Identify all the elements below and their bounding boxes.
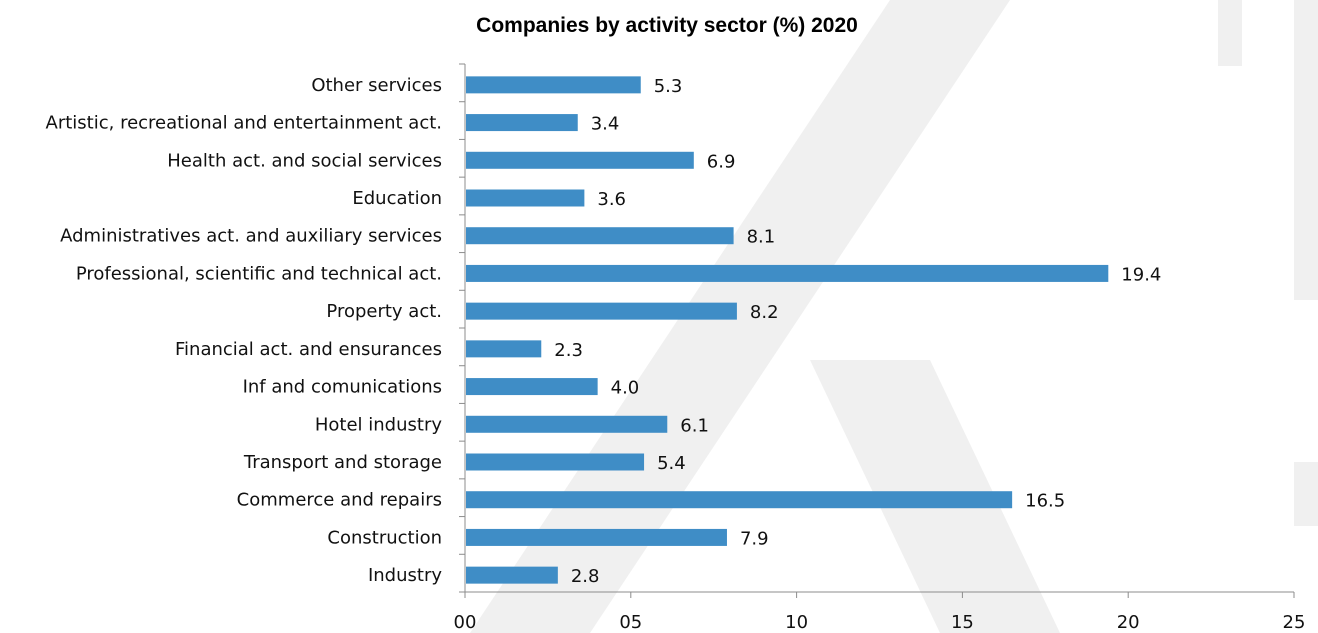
value-label: 2.8 [571, 566, 600, 587]
value-label: 16.5 [1025, 491, 1065, 512]
bar [466, 340, 542, 358]
category-label: Transport and storage [243, 452, 442, 473]
bar [466, 114, 578, 132]
watermark-block [1218, 0, 1242, 66]
value-label: 2.3 [554, 340, 583, 361]
bar [466, 566, 558, 584]
bars [466, 76, 1109, 584]
x-tick-label: 15 [951, 612, 974, 633]
bar [466, 302, 737, 320]
axes [459, 63, 1295, 598]
value-label: 3.6 [597, 189, 626, 210]
category-label: Professional, scientific and technical a… [76, 263, 442, 284]
value-label: 4.0 [611, 378, 640, 399]
x-tick-label: 10 [785, 612, 808, 633]
category-label: Financial act. and ensurances [175, 339, 442, 360]
value-label: 8.1 [747, 227, 776, 248]
chart-title: Companies by activity sector (%) 2020 [476, 14, 858, 37]
category-label: Property act. [326, 301, 442, 322]
bar [466, 189, 585, 207]
x-tick-label: 25 [1283, 612, 1306, 633]
bar [466, 528, 727, 546]
category-label: Artistic, recreational and entertainment… [46, 113, 442, 134]
x-tick-labels: 00 05 10 15 20 25 [454, 612, 1306, 633]
bar [466, 76, 641, 94]
watermark-stripe [470, 0, 1010, 633]
value-labels: 5.3 3.4 6.9 3.6 8.1 19.4 8.2 2.3 4.0 6.1 5.4 16.5 7.… [554, 76, 1161, 587]
category-label: Commerce and repairs [237, 490, 442, 511]
x-tick-label: 00 [454, 612, 477, 633]
watermark-block [1294, 0, 1318, 300]
bar [466, 378, 598, 396]
value-label: 5.4 [657, 453, 686, 474]
value-label: 19.4 [1121, 264, 1161, 285]
category-label: Inf and comunications [243, 377, 442, 398]
value-label: 5.3 [654, 76, 683, 97]
category-label: Other services [311, 75, 442, 96]
category-label: Administratives act. and auxiliary servi… [60, 226, 442, 247]
category-label: Health act. and social services [167, 150, 442, 171]
value-label: 6.1 [680, 415, 709, 436]
value-label: 8.2 [750, 302, 779, 323]
value-label: 3.4 [591, 114, 620, 135]
x-tick-label: 20 [1117, 612, 1140, 633]
watermark-block [1294, 462, 1318, 526]
category-label: Industry [368, 565, 442, 586]
bar [466, 453, 645, 471]
bar [466, 264, 1109, 282]
bar [466, 415, 668, 433]
bar [466, 151, 694, 169]
bar [466, 491, 1013, 509]
bar [466, 227, 734, 245]
value-label: 6.9 [707, 151, 736, 172]
category-label: Education [352, 188, 442, 209]
category-label: Hotel industry [315, 414, 442, 435]
x-tick-label: 05 [619, 612, 642, 633]
category-label: Construction [327, 527, 442, 548]
value-label: 7.9 [740, 528, 769, 549]
category-labels: Other services Artistic, recreational and… [46, 75, 443, 586]
